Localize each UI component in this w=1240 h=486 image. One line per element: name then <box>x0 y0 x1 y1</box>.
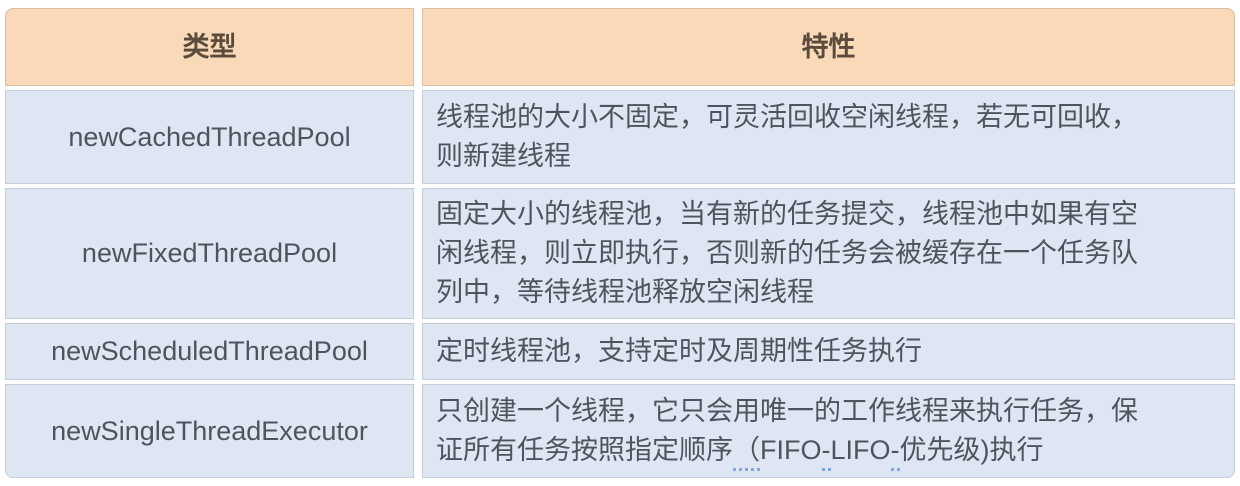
feature-cell-newCachedThreadPool: 线程池的大小不固定，可灵活回收空闲线程，若无可回收， 则新建线程 <box>422 90 1235 184</box>
type-label: newCachedThreadPool <box>68 121 351 152</box>
table-header-cell-type: 类型 <box>5 8 414 86</box>
feature-segment: LIFO <box>830 435 891 465</box>
type-cell-newFixedThreadPool: newFixedThreadPool <box>5 188 414 319</box>
thread-pool-types-table: 类型 特性 newCachedThreadPool 线程池的大小不固定，可灵活回… <box>5 8 1235 478</box>
feature-text: 定时线程池，支持定时及周期性任务执行 <box>436 336 922 366</box>
header-label-type: 类型 <box>182 31 237 62</box>
feature-text: 只创建一个线程，它只会用唯一的工作线程来执行任务，保 证所有任务按照指定顺序（F… <box>436 392 1138 471</box>
feature-cell-newFixedThreadPool: 固定大小的线程池，当有新的任务提交，线程池中如果有空 闲线程，则立即执行，否则新… <box>422 188 1235 319</box>
feature-segment: 只创建一个线程，它只会用唯一的工作线程来执行任务，保 证所有任务按照指定顺序 <box>436 396 1138 465</box>
type-cell-newSingleThreadExecutor: newSingleThreadExecutor <box>5 384 414 478</box>
type-cell-newScheduledThreadPool: newScheduledThreadPool <box>5 323 414 380</box>
squiggle-underline-segment: （ <box>733 435 760 471</box>
table-header-cell-feature: 特性 <box>422 8 1235 86</box>
squiggle-underline-segment: - <box>821 435 831 471</box>
type-cell-newCachedThreadPool: newCachedThreadPool <box>5 90 414 184</box>
header-label-feature: 特性 <box>801 31 856 62</box>
type-label: newFixedThreadPool <box>81 238 338 268</box>
feature-text: 线程池的大小不固定，可灵活回收空闲线程，若无可回收， 则新建线程 <box>436 102 1138 171</box>
feature-cell-newScheduledThreadPool: 定时线程池，支持定时及周期性任务执行 <box>422 323 1235 380</box>
feature-segment: 优先级)执行 <box>899 435 1044 465</box>
feature-segment: FIFO <box>760 435 822 465</box>
squiggle-underline-segment: - <box>890 435 900 471</box>
feature-text: 固定大小的线程池，当有新的任务提交，线程池中如果有空 闲线程，则立即执行，否则新… <box>436 199 1138 307</box>
feature-cell-newSingleThreadExecutor: 只创建一个线程，它只会用唯一的工作线程来执行任务，保 证所有任务按照指定顺序（F… <box>422 384 1235 478</box>
type-label: newScheduledThreadPool <box>51 336 368 366</box>
type-label: newSingleThreadExecutor <box>51 415 368 446</box>
